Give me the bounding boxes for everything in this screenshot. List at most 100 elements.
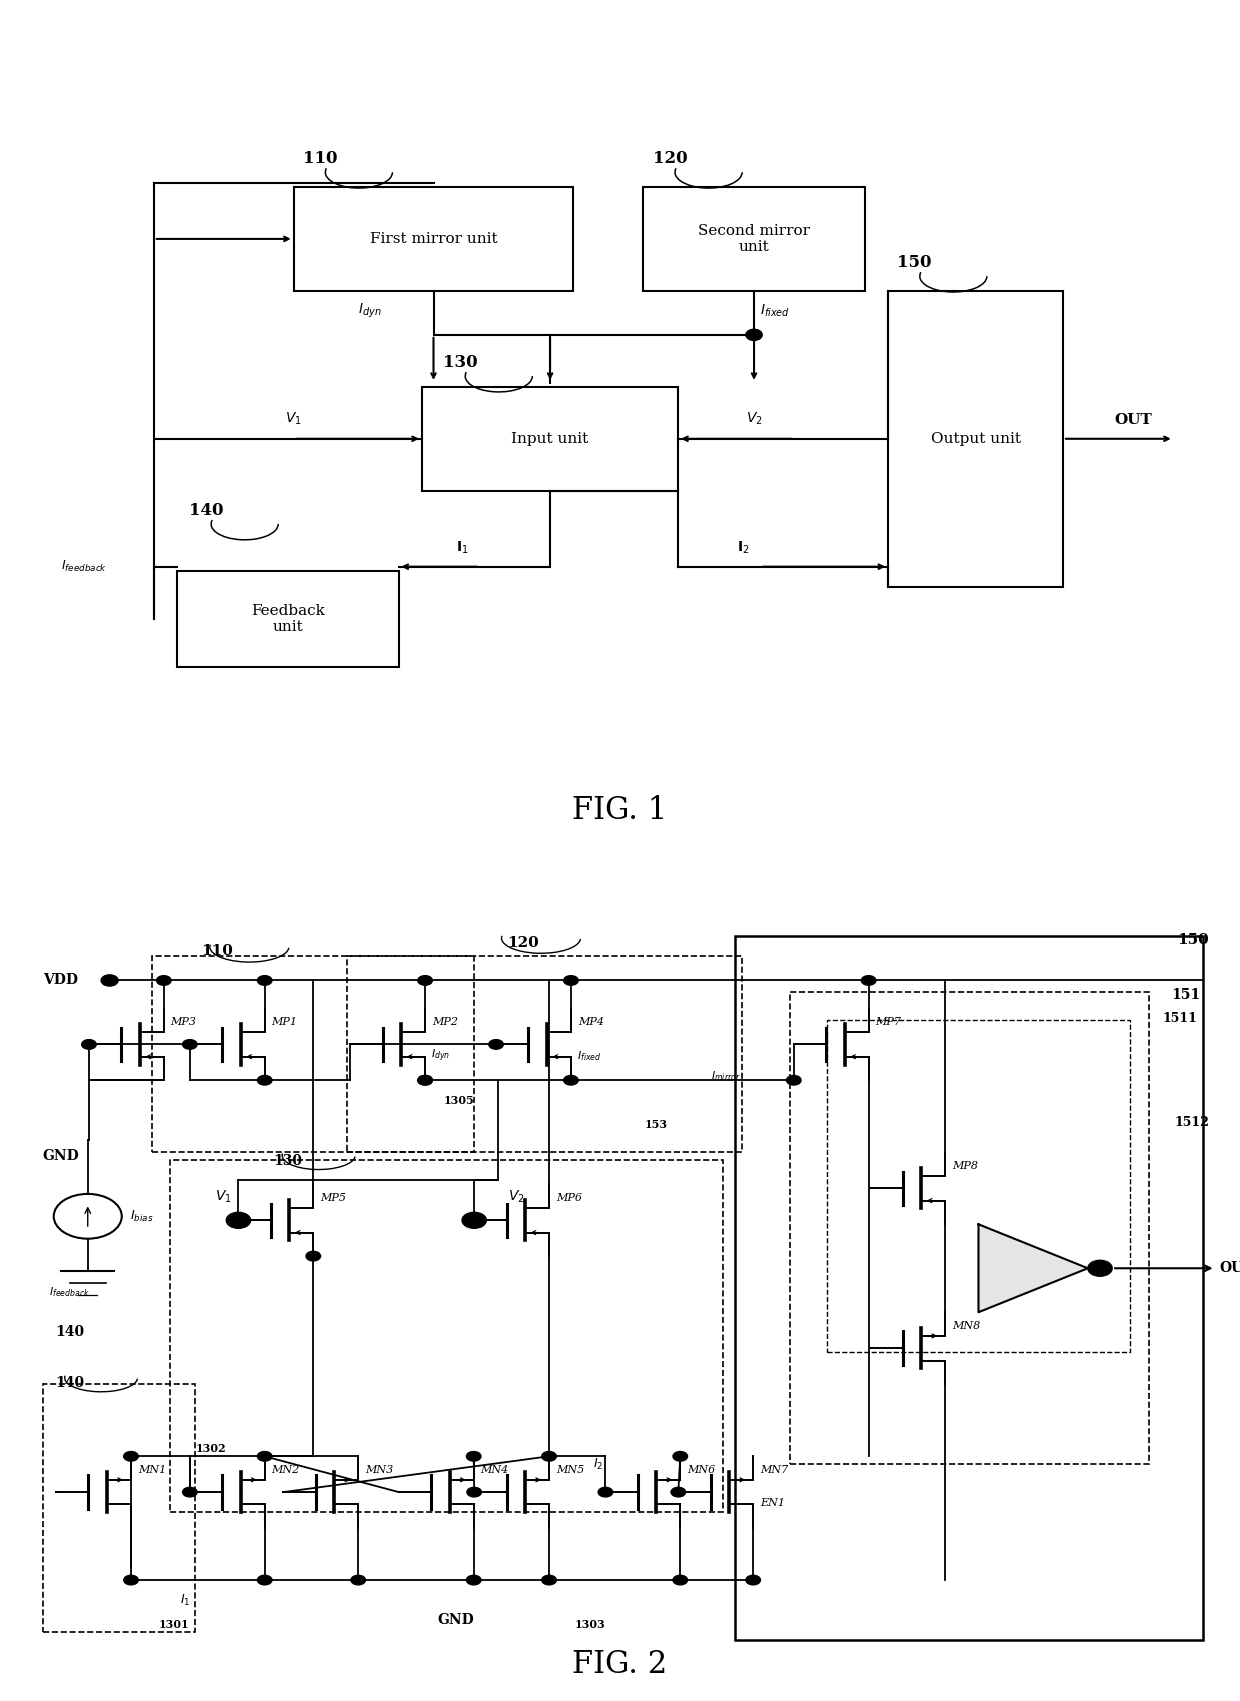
Circle shape <box>489 1039 503 1050</box>
Bar <box>177 572 398 667</box>
Text: 120: 120 <box>652 150 687 167</box>
Text: MN2: MN2 <box>272 1465 300 1475</box>
Circle shape <box>542 1575 557 1585</box>
Text: OUT: OUT <box>1219 1260 1240 1276</box>
Text: 140: 140 <box>188 502 223 519</box>
Circle shape <box>467 1487 481 1497</box>
Text: MN7: MN7 <box>760 1465 789 1475</box>
Text: FIG. 2: FIG. 2 <box>573 1648 667 1679</box>
Text: 1305: 1305 <box>444 1095 475 1106</box>
Bar <box>42 1385 195 1631</box>
Text: MP2: MP2 <box>432 1017 458 1027</box>
Circle shape <box>226 1213 250 1228</box>
Circle shape <box>156 976 171 985</box>
Circle shape <box>1087 1260 1112 1276</box>
Text: $\mathit{V}_{1}$: $\mathit{V}_{1}$ <box>285 410 303 427</box>
Text: $\mathit{I}_{1}$: $\mathit{I}_{1}$ <box>180 1592 190 1607</box>
Circle shape <box>418 976 433 985</box>
Circle shape <box>258 1451 272 1461</box>
Circle shape <box>671 1487 686 1497</box>
Text: MN1: MN1 <box>138 1465 166 1475</box>
Text: Input unit: Input unit <box>511 432 589 446</box>
Circle shape <box>746 1575 760 1585</box>
Circle shape <box>124 1575 139 1585</box>
Polygon shape <box>978 1225 1087 1311</box>
Circle shape <box>258 1075 272 1085</box>
Circle shape <box>564 1075 578 1085</box>
Text: $\mathit{I}_{bias}$: $\mathit{I}_{bias}$ <box>130 1209 154 1223</box>
Text: $\mathit{V}_{2}$: $\mathit{V}_{2}$ <box>508 1187 525 1204</box>
Circle shape <box>598 1487 613 1497</box>
Bar <box>827 1021 1131 1352</box>
Circle shape <box>862 976 875 985</box>
Text: $\mathbf{I}_{1}$: $\mathbf{I}_{1}$ <box>456 539 469 556</box>
Text: 140: 140 <box>55 1325 84 1339</box>
Text: MP3: MP3 <box>171 1017 197 1027</box>
Text: MN6: MN6 <box>687 1465 715 1475</box>
Bar <box>294 187 573 291</box>
Text: $\mathbf{I}_{2}$: $\mathbf{I}_{2}$ <box>737 539 749 556</box>
Text: GND: GND <box>438 1613 475 1628</box>
Text: 130: 130 <box>443 354 477 371</box>
Circle shape <box>258 976 272 985</box>
Circle shape <box>182 1487 197 1497</box>
Text: $\mathit{V}_{1}$: $\mathit{V}_{1}$ <box>215 1187 232 1204</box>
Text: EN1: EN1 <box>760 1499 785 1509</box>
Text: 1512: 1512 <box>1174 1116 1209 1129</box>
Text: MP7: MP7 <box>875 1017 901 1027</box>
Circle shape <box>124 1451 139 1461</box>
Text: $\mathit{I}_{fixed}$: $\mathit{I}_{fixed}$ <box>760 303 790 320</box>
Bar <box>888 291 1063 587</box>
Circle shape <box>542 1451 557 1461</box>
Text: $\mathit{I}_{fixed}$: $\mathit{I}_{fixed}$ <box>577 1050 601 1063</box>
Circle shape <box>182 1039 197 1050</box>
Text: $\mathit{I}_{dyn}$: $\mathit{I}_{dyn}$ <box>357 301 381 320</box>
Circle shape <box>418 1075 433 1085</box>
Text: MP4: MP4 <box>578 1017 604 1027</box>
Text: MN4: MN4 <box>480 1465 508 1475</box>
Circle shape <box>82 1039 97 1050</box>
Circle shape <box>102 975 118 987</box>
Bar <box>422 386 678 492</box>
Text: Output unit: Output unit <box>930 432 1021 446</box>
Text: MN8: MN8 <box>952 1322 981 1330</box>
Circle shape <box>351 1575 366 1585</box>
Text: 150: 150 <box>1178 934 1209 947</box>
Text: 150: 150 <box>898 253 932 270</box>
Text: MP6: MP6 <box>556 1192 582 1203</box>
Text: $\mathit{I}_{feedback}$: $\mathit{I}_{feedback}$ <box>61 560 107 575</box>
Circle shape <box>746 330 763 340</box>
Text: First mirror unit: First mirror unit <box>370 231 497 247</box>
Text: 140: 140 <box>55 1376 84 1390</box>
Text: MN3: MN3 <box>365 1465 393 1475</box>
Text: 1511: 1511 <box>1162 1012 1197 1026</box>
Bar <box>735 937 1203 1640</box>
Text: MP8: MP8 <box>952 1162 978 1170</box>
Text: 151: 151 <box>1172 988 1200 1002</box>
Text: 120: 120 <box>507 937 538 951</box>
Circle shape <box>673 1451 687 1461</box>
Circle shape <box>673 1575 687 1585</box>
Text: GND: GND <box>42 1150 79 1163</box>
Text: 1302: 1302 <box>196 1442 227 1454</box>
Bar <box>153 956 474 1152</box>
Bar <box>346 956 742 1152</box>
Circle shape <box>786 1075 801 1085</box>
Text: $\mathit{I}_{dyn}$: $\mathit{I}_{dyn}$ <box>432 1048 450 1065</box>
Circle shape <box>258 1575 272 1585</box>
Text: 130: 130 <box>274 1153 303 1169</box>
Text: FIG. 1: FIG. 1 <box>573 794 667 827</box>
Text: MN5: MN5 <box>556 1465 584 1475</box>
Text: Feedback
unit: Feedback unit <box>250 604 325 634</box>
Text: 1301: 1301 <box>159 1619 190 1630</box>
Text: $\mathit{I}_{2}$: $\mathit{I}_{2}$ <box>593 1456 604 1471</box>
Text: $\mathit{I}_{feedback}$: $\mathit{I}_{feedback}$ <box>48 1286 91 1300</box>
Circle shape <box>463 1213 486 1228</box>
Circle shape <box>418 1075 433 1085</box>
Circle shape <box>306 1252 321 1260</box>
Text: 110: 110 <box>201 944 233 958</box>
Bar <box>790 992 1148 1465</box>
Circle shape <box>564 976 578 985</box>
Text: 153: 153 <box>645 1119 667 1129</box>
Text: 1303: 1303 <box>574 1619 605 1630</box>
